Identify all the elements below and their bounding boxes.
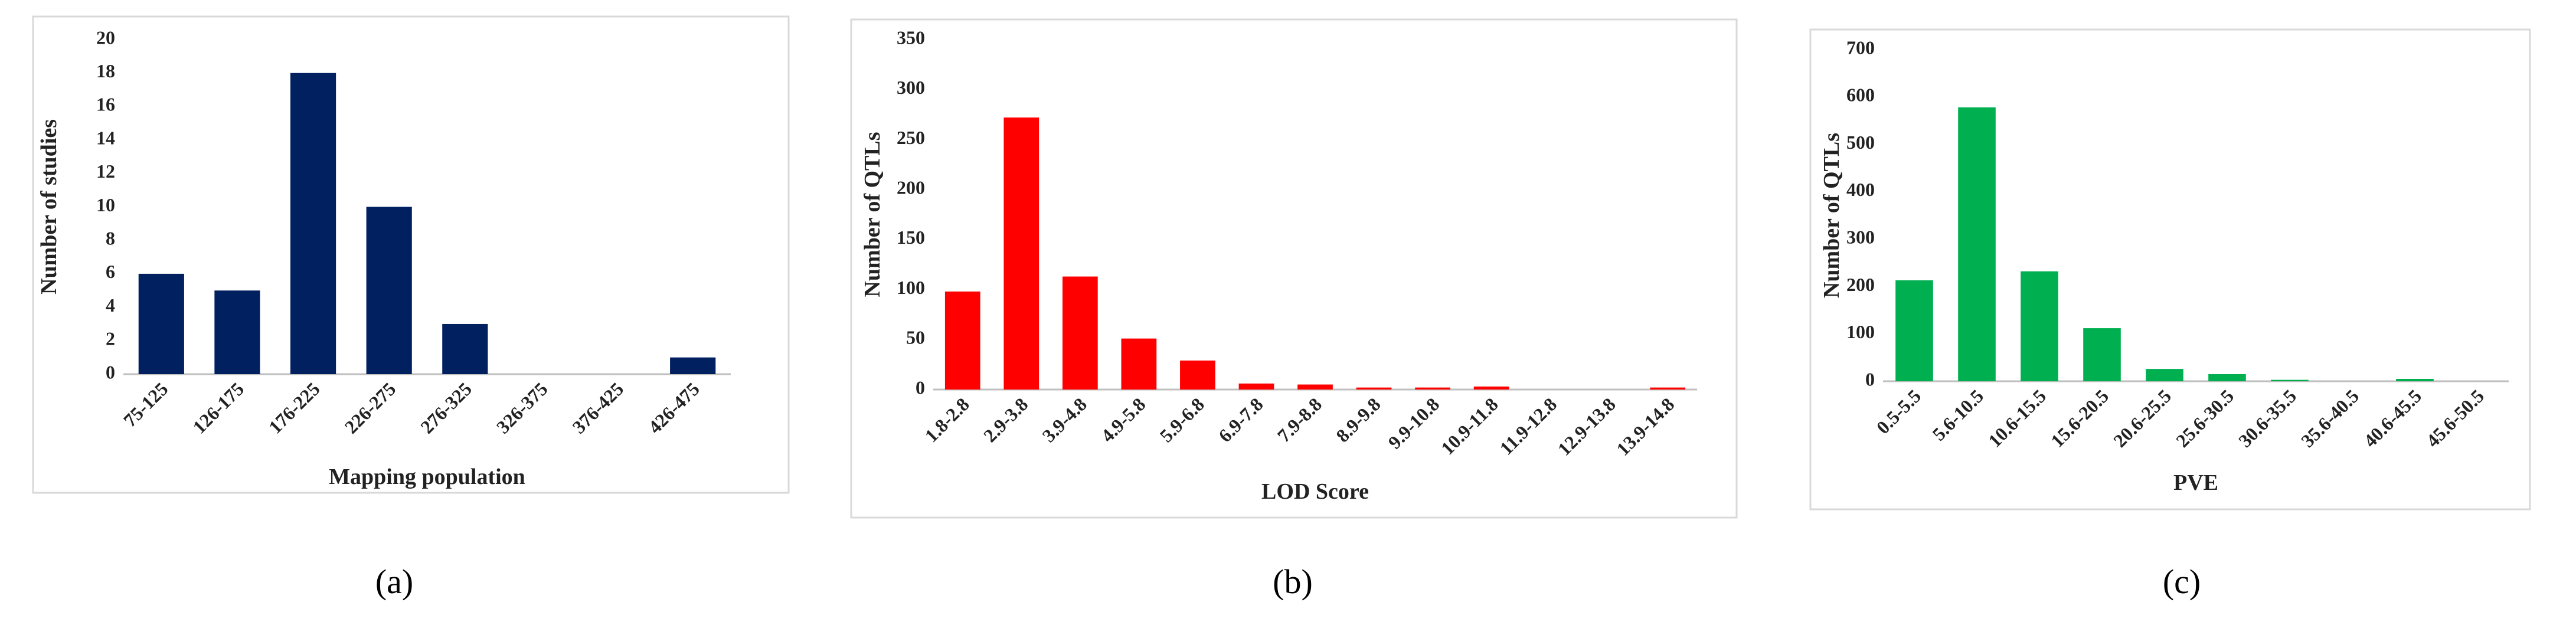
y-tick-label: 8: [106, 228, 115, 249]
bar: [1062, 276, 1098, 390]
y-tick-label: 300: [897, 77, 925, 98]
bar: [2271, 379, 2309, 381]
y-tick-label: 200: [897, 176, 925, 198]
bar: [1958, 107, 1996, 381]
y-tick-label: 700: [1846, 37, 1875, 58]
y-tick-label: 600: [1846, 84, 1875, 106]
bar: [944, 291, 980, 390]
bar: [1297, 384, 1333, 390]
y-tick-label: 100: [897, 277, 925, 298]
bar: [290, 73, 336, 374]
y-tick-label: 16: [96, 94, 115, 115]
bar: [442, 323, 488, 374]
x-axis-title: Mapping population: [329, 464, 525, 489]
y-tick-label: 350: [897, 27, 925, 48]
bar: [2083, 328, 2121, 381]
y-tick-label: 4: [106, 294, 115, 316]
bar: [1415, 387, 1450, 390]
bar: [1003, 117, 1039, 390]
y-tick-label: 400: [1846, 179, 1875, 200]
bar: [1650, 387, 1686, 390]
y-tick-label: 20: [96, 27, 115, 48]
y-tick-label: 0: [106, 361, 115, 382]
y-tick-label: 300: [1846, 226, 1875, 247]
bar: [138, 273, 184, 374]
bar: [1238, 383, 1274, 390]
y-tick-label: 6: [106, 261, 115, 282]
panel-label: (c): [2163, 562, 2201, 601]
bar: [2396, 378, 2434, 381]
y-tick-label: 200: [1846, 274, 1875, 295]
y-tick-label: 150: [897, 227, 925, 248]
y-tick-label: 10: [96, 194, 115, 215]
y-tick-label: 0: [916, 377, 925, 398]
bar: [214, 290, 260, 374]
y-axis-title: Number of QTLs: [860, 132, 885, 297]
y-tick-label: 100: [1846, 321, 1875, 342]
panel-frame: [1809, 28, 2531, 511]
bar: [1356, 387, 1392, 390]
y-axis-title: Number of QTLs: [1819, 133, 1844, 298]
panel-label: (a): [375, 562, 413, 601]
bar: [1121, 338, 1157, 390]
panel-label: (b): [1273, 562, 1313, 601]
bar: [2021, 271, 2058, 381]
y-tick-label: 14: [96, 127, 115, 148]
x-axis-title: PVE: [2173, 470, 2218, 495]
x-axis-title: LOD Score: [1261, 479, 1369, 504]
bar: [1180, 360, 1215, 390]
y-tick-label: 2: [106, 328, 115, 349]
y-tick-label: 18: [96, 60, 115, 81]
bar: [1895, 280, 1933, 381]
y-tick-label: 0: [1865, 368, 1875, 390]
bar: [2146, 369, 2183, 381]
y-tick-label: 250: [897, 127, 925, 148]
bar: [366, 207, 412, 374]
y-tick-label: 500: [1846, 132, 1875, 153]
panel-frame: [850, 18, 1738, 519]
bar: [1473, 386, 1509, 390]
bar: [670, 357, 716, 374]
bar: [2208, 374, 2246, 381]
y-axis-title: Number of studies: [37, 119, 61, 294]
y-tick-label: 12: [96, 161, 115, 182]
y-tick-label: 50: [906, 327, 925, 348]
